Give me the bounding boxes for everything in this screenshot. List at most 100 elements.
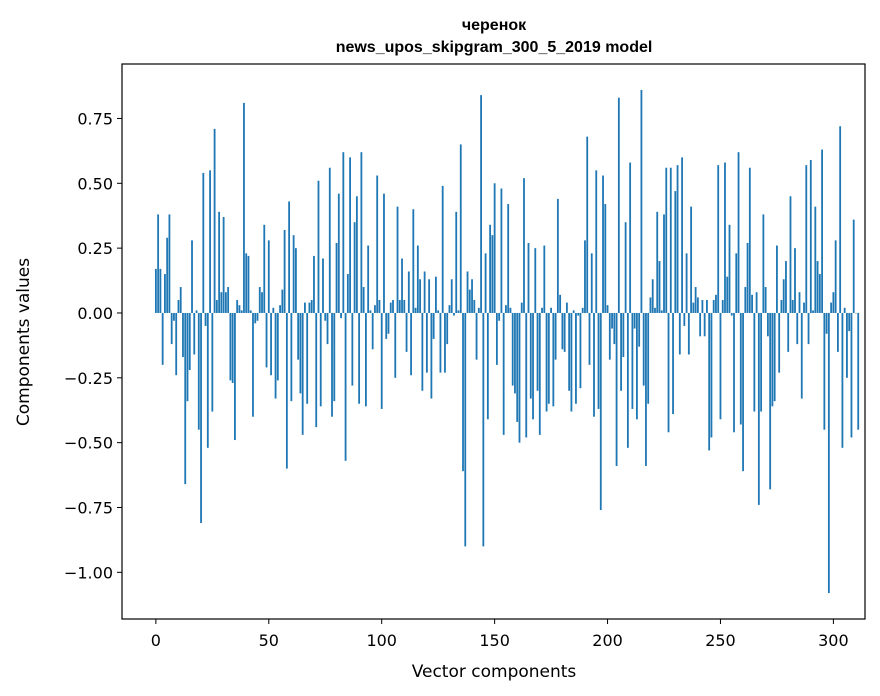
y-tick-label: −0.50: [64, 434, 113, 453]
bar-78: [331, 312, 333, 417]
bar-277: [780, 300, 783, 313]
bar-21: [202, 172, 205, 313]
bar-140: [471, 279, 473, 313]
bar-265: [753, 312, 756, 412]
bar-172: [543, 245, 546, 313]
bar-204: [615, 312, 618, 466]
bar-240: [696, 297, 699, 313]
bar-223: [658, 261, 661, 313]
bar-132: [453, 312, 455, 316]
bar-295: [821, 149, 823, 313]
bar-6: [168, 214, 171, 313]
bar-280: [787, 312, 790, 352]
bar-121: [428, 279, 431, 313]
bar-70: [313, 255, 315, 313]
bar-114: [412, 209, 415, 313]
bar-29: [220, 292, 223, 313]
bar-221: [654, 307, 656, 313]
bar-290: [809, 159, 812, 313]
bar-141: [473, 300, 476, 313]
bar-151: [495, 312, 498, 365]
bar-214: [638, 312, 641, 347]
bar-84: [344, 312, 347, 461]
bar-249: [717, 165, 720, 313]
bar-230: [674, 191, 677, 313]
bar-268: [760, 312, 763, 412]
bar-165: [527, 242, 530, 313]
bar-59: [288, 201, 291, 313]
bar-279: [785, 261, 787, 313]
bar-74: [322, 258, 324, 313]
bar-235: [685, 253, 688, 313]
y-tick-label: 0.75: [77, 109, 113, 128]
bar-300: [832, 292, 835, 313]
bar-52: [272, 307, 275, 313]
bar-294: [818, 274, 821, 313]
bar-97: [374, 305, 376, 313]
bar-210: [629, 162, 632, 313]
bar-274: [773, 312, 776, 402]
bar-18: [195, 310, 198, 313]
bar-22: [204, 312, 207, 326]
bar-170: [538, 312, 541, 435]
bar-215: [640, 89, 643, 313]
bar-23: [206, 312, 209, 448]
bar-188: [579, 312, 582, 389]
bar-192: [588, 312, 591, 365]
bar-194: [593, 312, 595, 417]
bar-308: [850, 312, 853, 438]
bar-177: [554, 312, 557, 360]
bar-250: [719, 312, 722, 420]
bar-17: [193, 312, 196, 355]
bar-1: [157, 214, 160, 313]
bar-205: [617, 97, 620, 313]
bar-303: [839, 126, 842, 313]
bar-227: [667, 312, 670, 433]
bar-31: [224, 292, 227, 313]
bar-224: [660, 310, 663, 313]
bar-293: [816, 261, 819, 313]
bar-257: [735, 253, 738, 313]
bar-33: [229, 312, 232, 381]
bar-299: [830, 302, 833, 313]
bar-136: [462, 312, 464, 472]
bar-160: [516, 312, 519, 422]
y-tick-label: 0.25: [77, 239, 113, 258]
bar-241: [699, 312, 702, 337]
bar-234: [683, 312, 686, 326]
bar-56: [281, 289, 284, 313]
bar-5: [166, 237, 169, 313]
y-tick-label: −0.25: [64, 369, 113, 388]
bar-46: [258, 287, 261, 313]
bar-152: [498, 312, 501, 321]
bar-288: [805, 165, 808, 313]
bar-239: [694, 287, 697, 313]
x-tick-label: 100: [366, 631, 397, 650]
bar-163: [523, 178, 525, 313]
bar-199: [604, 204, 607, 313]
y-tick-label: 0.50: [77, 174, 113, 193]
x-tick-label: 150: [479, 631, 510, 650]
y-axis-ticks: 0.75 0.50 0.25 0.00 −0.25 −0.50 −0.75 −1.00: [64, 109, 122, 582]
bar-147: [486, 312, 489, 420]
bar-175: [550, 307, 552, 313]
bar-75: [324, 312, 327, 321]
bar-116: [416, 245, 419, 313]
bar-225: [663, 214, 665, 313]
bar-80: [335, 242, 338, 313]
bar-301: [834, 240, 837, 313]
bar-3: [161, 312, 164, 365]
bar-161: [518, 312, 521, 443]
bar-13: [184, 312, 187, 485]
bar-99: [378, 300, 381, 313]
bar-103: [387, 312, 390, 334]
bar-157: [509, 307, 512, 313]
bar-71: [315, 312, 318, 428]
bar-79: [333, 312, 336, 402]
bar-282: [791, 300, 794, 313]
bar-92: [362, 287, 365, 313]
bar-178: [556, 198, 559, 313]
bar-76: [326, 312, 329, 345]
bar-32: [227, 287, 230, 313]
bar-98: [376, 175, 379, 313]
